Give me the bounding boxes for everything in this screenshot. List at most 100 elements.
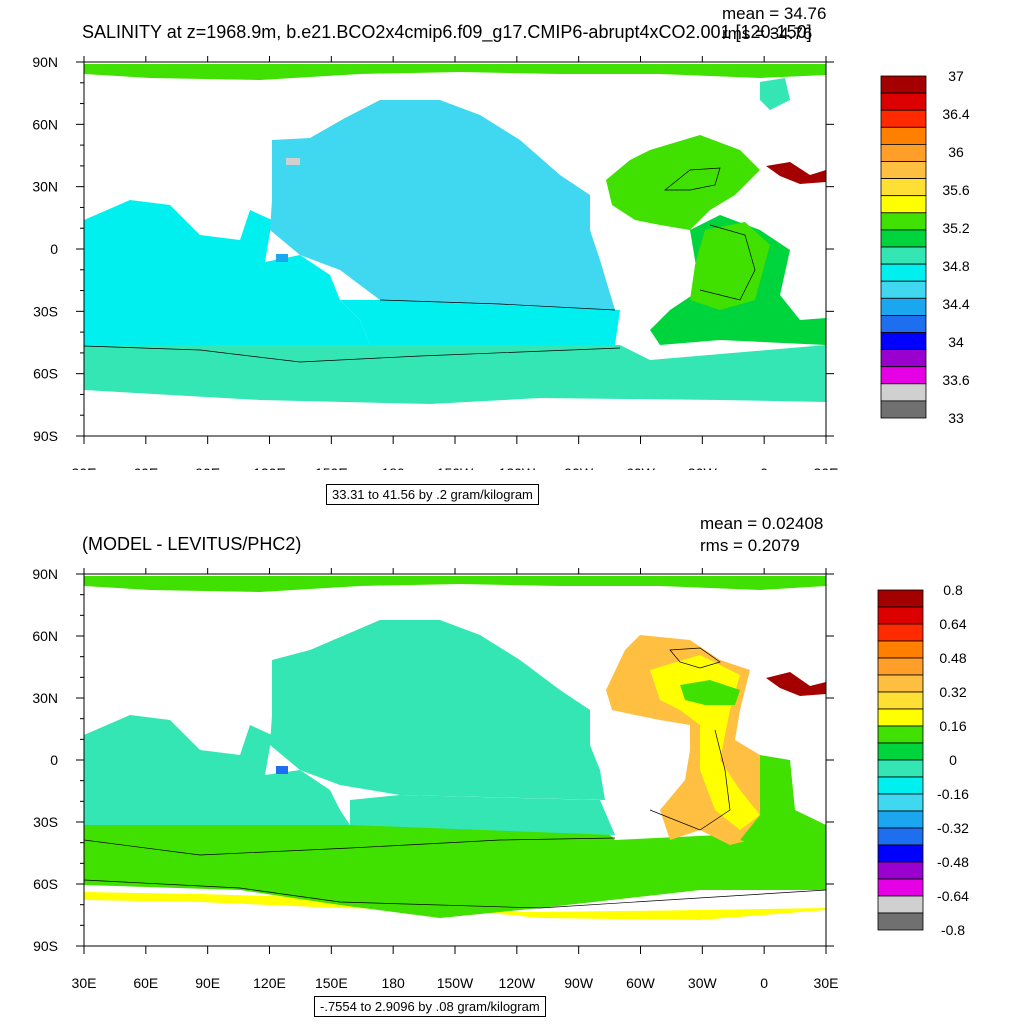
top-y-tick-label: 90S [33, 428, 58, 444]
top-x-tick-label: 30W [688, 465, 718, 470]
bottom-y-tick-label: 60S [33, 876, 58, 892]
bottom-x-tick-label: 150E [315, 975, 348, 991]
top-colorbar-box [880, 195, 927, 214]
top-y-tick-label: 60N [32, 116, 58, 132]
top-patch-gray [286, 158, 300, 165]
top-x-tick-label: 90E [195, 465, 220, 470]
bottom-mean: mean = 0.02408 [700, 514, 824, 533]
top-colorbar-box [880, 263, 927, 282]
top-nordic [760, 78, 790, 110]
top-x-tick-label: 30E [72, 465, 97, 470]
bottom-colorbar-box [877, 861, 924, 880]
top-patch-blue [276, 254, 288, 262]
top-colorbar-box [880, 383, 927, 402]
bottom-contour-1 [84, 837, 616, 856]
top-contour-2 [379, 299, 616, 311]
bottom-colorbar-label: 0.32 [939, 684, 966, 700]
bottom-colorbar-box [877, 657, 924, 676]
bottom-south-pacific [350, 795, 615, 835]
top-x-tick-label: 150E [315, 465, 348, 470]
top-colorbar-box [880, 314, 927, 333]
bottom-colorbar-box [877, 725, 924, 744]
top-arctic [84, 64, 826, 80]
top-colorbar-box [880, 178, 927, 197]
top-colorbar-box [880, 297, 927, 316]
bottom-colorbar-box [877, 589, 924, 608]
top-x-tick-label: 120E [253, 465, 286, 470]
bottom-x-tick-label: 90E [195, 975, 220, 991]
top-colorbar-box [880, 109, 927, 128]
bottom-x-tick-label: 0 [760, 975, 768, 991]
bottom-title: (MODEL - LEVITUS/PHC2) [82, 534, 302, 554]
bottom-arctic [84, 576, 826, 592]
bottom-colorbar-box [877, 691, 924, 710]
top-mean: mean = 34.76 [722, 4, 827, 23]
bottom-rms: rms = 0.2079 [700, 536, 800, 555]
salinity-map: 30E 60E 90E 120E 150E 180 150W 120W 90W 60W 30W 0 30… [32, 54, 970, 470]
bottom-colorbar-box [877, 878, 924, 897]
top-colorbar-label: 37 [948, 68, 964, 84]
top-colorbar-box [880, 280, 927, 299]
top-contour-3 [699, 224, 756, 301]
top-south-atlantic-core [690, 222, 770, 310]
top-indian-ocean [84, 200, 370, 345]
top-north-atlantic [606, 135, 760, 230]
bottom-x-tick-label: 30E [814, 975, 839, 991]
top-pacific [270, 100, 615, 310]
bottom-atlantic-green [680, 680, 740, 705]
bottom-colorbar-box [877, 844, 924, 863]
top-south-pacific [340, 300, 620, 345]
bottom-y-axis: 90N 60N 30N 0 30S 60S 90S [32, 566, 834, 954]
top-colorbar-box [880, 212, 927, 231]
bottom-colorbar-box [877, 895, 924, 914]
top-contour-info: 33.31 to 41.56 by .2 gram/kilogram [326, 484, 539, 505]
bottom-patch-blue [276, 766, 288, 774]
bottom-x-tick-label: 150W [437, 975, 474, 991]
bottom-north-atlantic [606, 635, 790, 845]
top-colorbar-label: 35.2 [942, 220, 969, 236]
bottom-southern-ocean [84, 825, 826, 918]
bottom-colorbar-box [877, 742, 924, 761]
bottom-colorbar-box [877, 827, 924, 846]
top-colorbar-box [880, 349, 927, 368]
bottom-colorbar-box [877, 759, 924, 778]
bottom-colorbar-box [877, 708, 924, 727]
top-x-tick-label: 30E [814, 465, 839, 470]
top-y-tick-label: 60S [33, 366, 58, 382]
bottom-x-tick-label: 180 [381, 975, 405, 991]
bottom-colorbar-box [877, 793, 924, 812]
bottom-colorbar-label: -0.64 [937, 888, 969, 904]
bottom-contour-3 [649, 729, 731, 831]
bottom-x-tick-label: 90W [564, 975, 594, 991]
bottom-y-tick-label: 90S [33, 938, 58, 954]
bottom-mediterranean [766, 672, 826, 696]
top-colorbar-box [880, 400, 927, 419]
top-x-tick-label: 60E [133, 465, 158, 470]
bottom-colorbar-label: 0 [949, 752, 957, 768]
top-x-tick-label: 60W [626, 465, 656, 470]
bottom-colorbar-label: 0.16 [939, 718, 966, 734]
top-rms: rms = 34.76 [722, 24, 813, 43]
bottom-y-tick-label: 30S [33, 814, 58, 830]
bottom-x-tick-label: 30W [688, 975, 718, 991]
bottom-colorbar-label: 0.64 [939, 616, 966, 632]
top-colorbar-label: 35.6 [942, 182, 969, 198]
bottom-x-axis: 30E 60E 90E 120E 150E 180 150W 120W 90W 60W 30W 0 30… [72, 568, 839, 991]
top-colorbar-box [880, 126, 927, 145]
bottom-southern-yellow [84, 892, 826, 920]
bottom-x-tick-label: 120W [499, 975, 536, 991]
top-colorbar-label: 36.4 [942, 106, 969, 122]
bottom-colorbar-box [877, 640, 924, 659]
bottom-colorbar-label: -0.48 [937, 854, 969, 870]
top-southern-ocean [84, 345, 826, 404]
top-title: SALINITY at z=1968.9m, b.e21.BCO2x4cmip6… [82, 22, 812, 42]
bottom-colorbar: 0.8 0.64 0.48 0.32 0.16 0 -0.16 -0.32 -0.48 -0.64… [877, 582, 969, 938]
bottom-y-tick-label: 0 [50, 752, 58, 768]
bottom-contour-info: -.7554 to 2.9096 by .08 gram/kilogram [314, 996, 546, 1017]
bottom-south-atlantic-green [740, 755, 826, 855]
top-colorbar-box [880, 332, 927, 351]
top-colorbar-box [880, 75, 927, 94]
bottom-x-tick-label: 120E [253, 975, 286, 991]
top-y-tick-label: 0 [50, 241, 58, 257]
top-colorbar: 37 36.4 36 35.6 35.2 34.8 34.4 34 33.6 33 [880, 68, 970, 426]
